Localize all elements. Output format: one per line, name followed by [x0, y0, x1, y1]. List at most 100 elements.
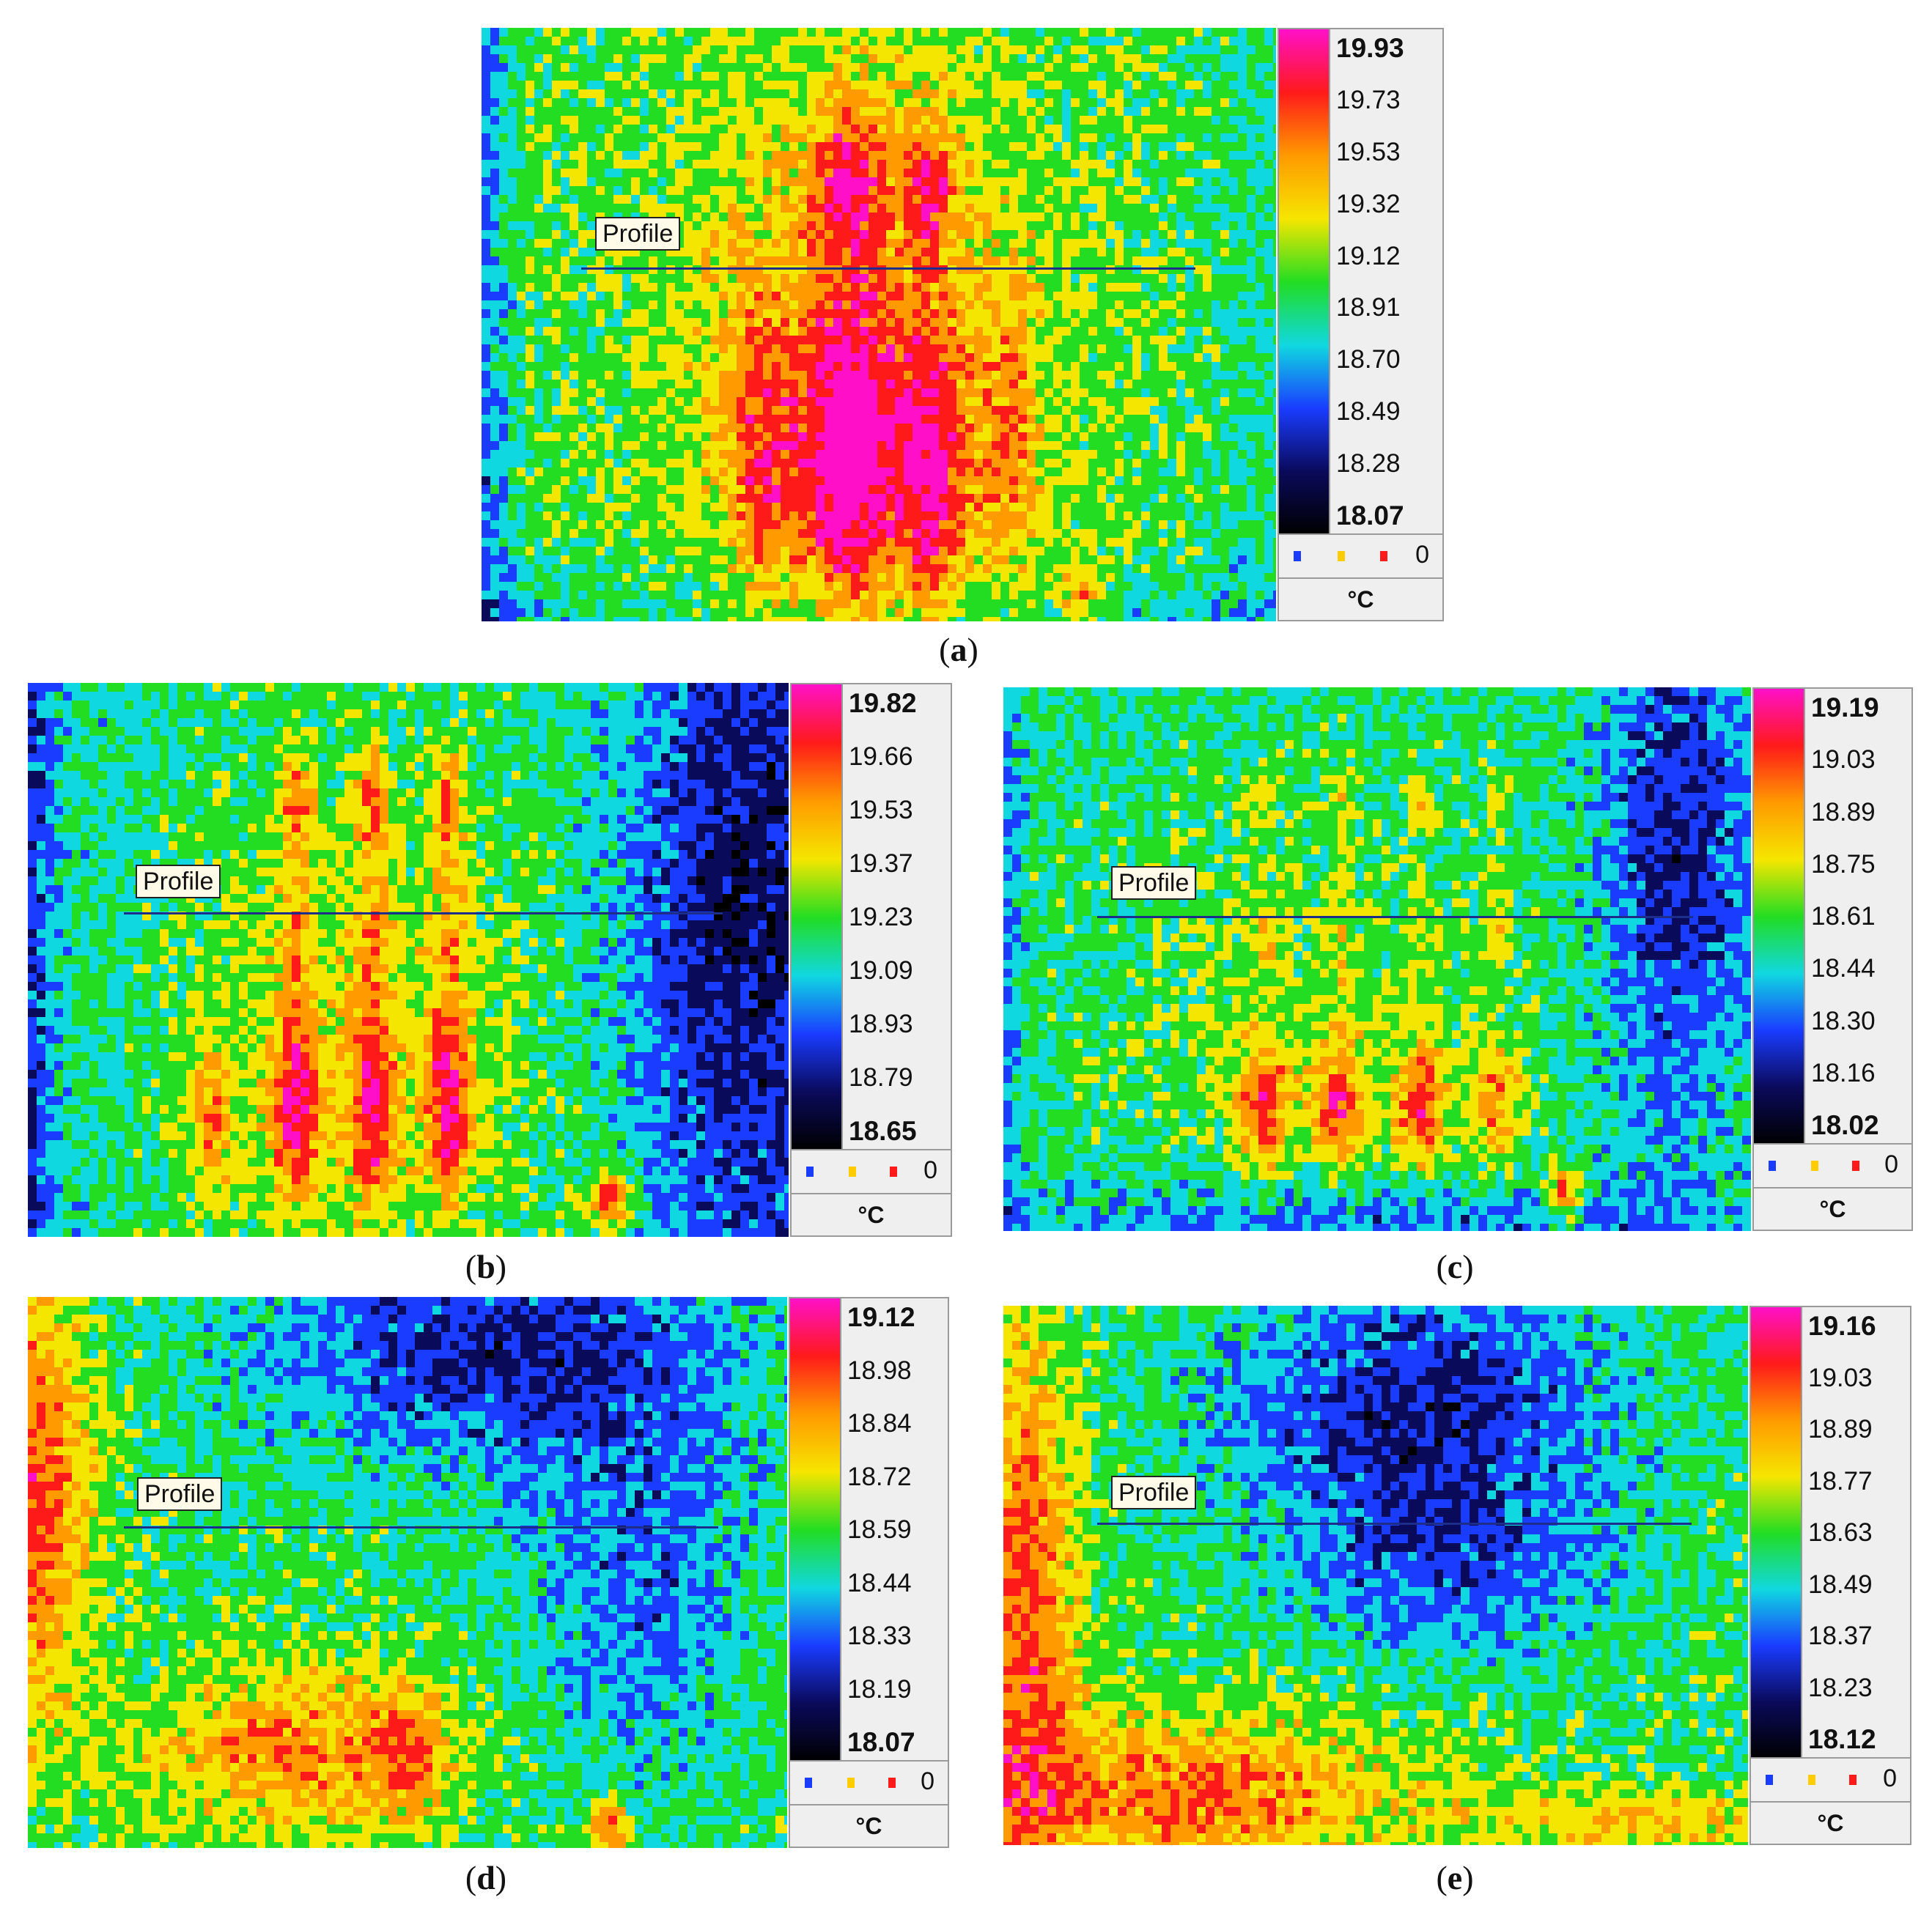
profile-line[interactable]: [581, 267, 1195, 270]
blue-marker-icon: [805, 1778, 812, 1788]
scale-tick: 19.66: [849, 743, 913, 771]
profile-label[interactable]: Profile: [595, 217, 681, 251]
temperature-scale: 19.93 19.73 19.53 19.32 19.12 18.91 18.70 18.49…: [1277, 28, 1444, 621]
scale-tick: 19.19: [1811, 694, 1879, 722]
profile-label[interactable]: Profile: [1111, 866, 1197, 900]
yellow-marker-icon: [847, 1778, 855, 1788]
thermal-noise-field: [1003, 1306, 1748, 1845]
profile-label[interactable]: Profile: [1111, 1476, 1197, 1509]
legend-row: 0: [1754, 1143, 1911, 1187]
legend-row: 0: [1751, 1757, 1910, 1801]
scale-tick: 18.98: [847, 1356, 912, 1385]
unit-label: °C: [1279, 577, 1442, 620]
scale-tick: 18.59: [847, 1516, 912, 1544]
scale-tick: 18.89: [1811, 798, 1876, 827]
blue-marker-icon: [1766, 1775, 1773, 1785]
blue-marker-icon: [806, 1167, 814, 1177]
scale-tick: 18.49: [1808, 1570, 1873, 1599]
scale-tick: 19.73: [1336, 86, 1401, 114]
thermal-noise-field: [28, 1297, 787, 1848]
legend-count: 0: [1415, 541, 1429, 569]
thermal-image: [28, 1297, 787, 1848]
scale-tick: 18.33: [847, 1622, 912, 1650]
thermogram-panel-b: Profile 19.82 19.66 19.53 19.37 19.23 19.09 18…: [28, 683, 952, 1237]
unit-label: °C: [1751, 1801, 1910, 1844]
scale-tick: 18.44: [1811, 955, 1876, 983]
thermal-noise-field: [28, 683, 789, 1237]
legend-count: 0: [1884, 1150, 1898, 1179]
thermogram-panel-e: Profile 19.16 19.03 18.89 18.77 18.63 18.49 18…: [1003, 1306, 1911, 1845]
scale-tick: 18.63: [1808, 1519, 1873, 1547]
scale-tick: 19.53: [849, 796, 913, 824]
caption-b: (b): [465, 1247, 506, 1286]
scale-tick: 18.77: [1808, 1467, 1873, 1496]
scale-tick: 19.03: [1811, 746, 1876, 774]
blue-marker-icon: [1769, 1161, 1776, 1171]
scale-tick: 19.37: [849, 850, 913, 878]
scale-tick: 19.23: [849, 903, 913, 931]
profile-label[interactable]: Profile: [137, 1477, 223, 1511]
temperature-scale: 19.12 18.98 18.84 18.72 18.59 18.44 18.33 18.19…: [789, 1297, 949, 1848]
red-marker-icon: [890, 1167, 897, 1177]
thermal-noise-field: [482, 28, 1276, 621]
profile-line[interactable]: [1097, 916, 1693, 918]
scale-tick: 18.30: [1811, 1007, 1876, 1035]
yellow-marker-icon: [1811, 1161, 1818, 1171]
scale-tick: 18.65: [849, 1117, 917, 1145]
scale-tick: 18.93: [849, 1010, 913, 1038]
profile-line[interactable]: [124, 912, 723, 914]
caption-a: (a): [939, 630, 978, 669]
legend-count: 0: [1883, 1764, 1897, 1793]
legend-count: 0: [921, 1767, 934, 1796]
scale-tick: 19.32: [1336, 190, 1401, 218]
scale-ticks: 19.93 19.73 19.53 19.32 19.12 18.91 18.70 18.49…: [1330, 29, 1442, 535]
scale-tick: 18.02: [1811, 1112, 1879, 1139]
colorbar: [792, 684, 843, 1150]
caption-e: (e): [1436, 1858, 1473, 1897]
scale-ticks: 19.12 18.98 18.84 18.72 18.59 18.44 18.33 18.19…: [841, 1298, 948, 1762]
red-marker-icon: [888, 1778, 896, 1788]
thermal-image: [28, 683, 789, 1237]
scale-ticks: 19.19 19.03 18.89 18.75 18.61 18.44 18.30 18.16…: [1805, 689, 1911, 1145]
temperature-scale: 19.19 19.03 18.89 18.75 18.61 18.44 18.30 18.16…: [1752, 687, 1913, 1231]
thermogram-panel-d: Profile 19.12 18.98 18.84 18.72 18.59 18.44 18…: [28, 1297, 949, 1848]
scale-tick: 18.75: [1811, 850, 1876, 879]
thermal-image: [1003, 1306, 1748, 1845]
legend-count: 0: [923, 1156, 937, 1185]
scale-tick: 19.93: [1336, 34, 1404, 62]
temperature-scale: 19.16 19.03 18.89 18.77 18.63 18.49 18.37 18.23…: [1750, 1306, 1911, 1845]
profile-label[interactable]: Profile: [136, 865, 221, 898]
colorbar: [1754, 689, 1805, 1145]
caption-d: (d): [465, 1858, 506, 1897]
scale-tick: 19.03: [1808, 1364, 1873, 1392]
blue-marker-icon: [1294, 551, 1301, 561]
scale-tick: 19.82: [849, 690, 917, 717]
scale-ticks: 19.16 19.03 18.89 18.77 18.63 18.49 18.37 18.23…: [1802, 1307, 1910, 1759]
scale-tick: 18.23: [1808, 1674, 1873, 1702]
profile-line[interactable]: [1097, 1523, 1692, 1525]
scale-tick: 18.79: [849, 1064, 913, 1092]
scale-tick: 18.16: [1811, 1059, 1876, 1087]
profile-line[interactable]: [124, 1526, 718, 1529]
thermogram-panel-c: Profile 19.19 19.03 18.89 18.75 18.61 18.44 18…: [1003, 687, 1913, 1231]
scale-tick: 18.07: [1336, 502, 1404, 530]
thermogram-panel-a: Profile 19.93 19.73 19.53 19.32 19.12 18.91 18…: [482, 28, 1444, 621]
scale-tick: 18.37: [1808, 1622, 1873, 1650]
temperature-scale: 19.82 19.66 19.53 19.37 19.23 19.09 18.93 18.79…: [790, 683, 952, 1237]
scale-tick: 18.61: [1811, 903, 1876, 931]
unit-label: °C: [1754, 1187, 1911, 1230]
unit-label: °C: [792, 1193, 951, 1235]
thermal-noise-field: [1003, 687, 1751, 1231]
caption-c: (c): [1436, 1247, 1473, 1286]
red-marker-icon: [1849, 1775, 1857, 1785]
colorbar: [790, 1298, 841, 1762]
scale-tick: 18.91: [1336, 294, 1401, 322]
scale-tick: 19.12: [847, 1304, 915, 1331]
scale-tick: 18.49: [1336, 398, 1401, 426]
scale-tick: 18.84: [847, 1410, 912, 1438]
colorbar: [1279, 29, 1330, 535]
scale-tick: 18.28: [1336, 450, 1401, 478]
scale-tick: 19.53: [1336, 138, 1401, 166]
legend-row: 0: [790, 1760, 948, 1804]
scale-tick: 18.07: [847, 1729, 915, 1756]
